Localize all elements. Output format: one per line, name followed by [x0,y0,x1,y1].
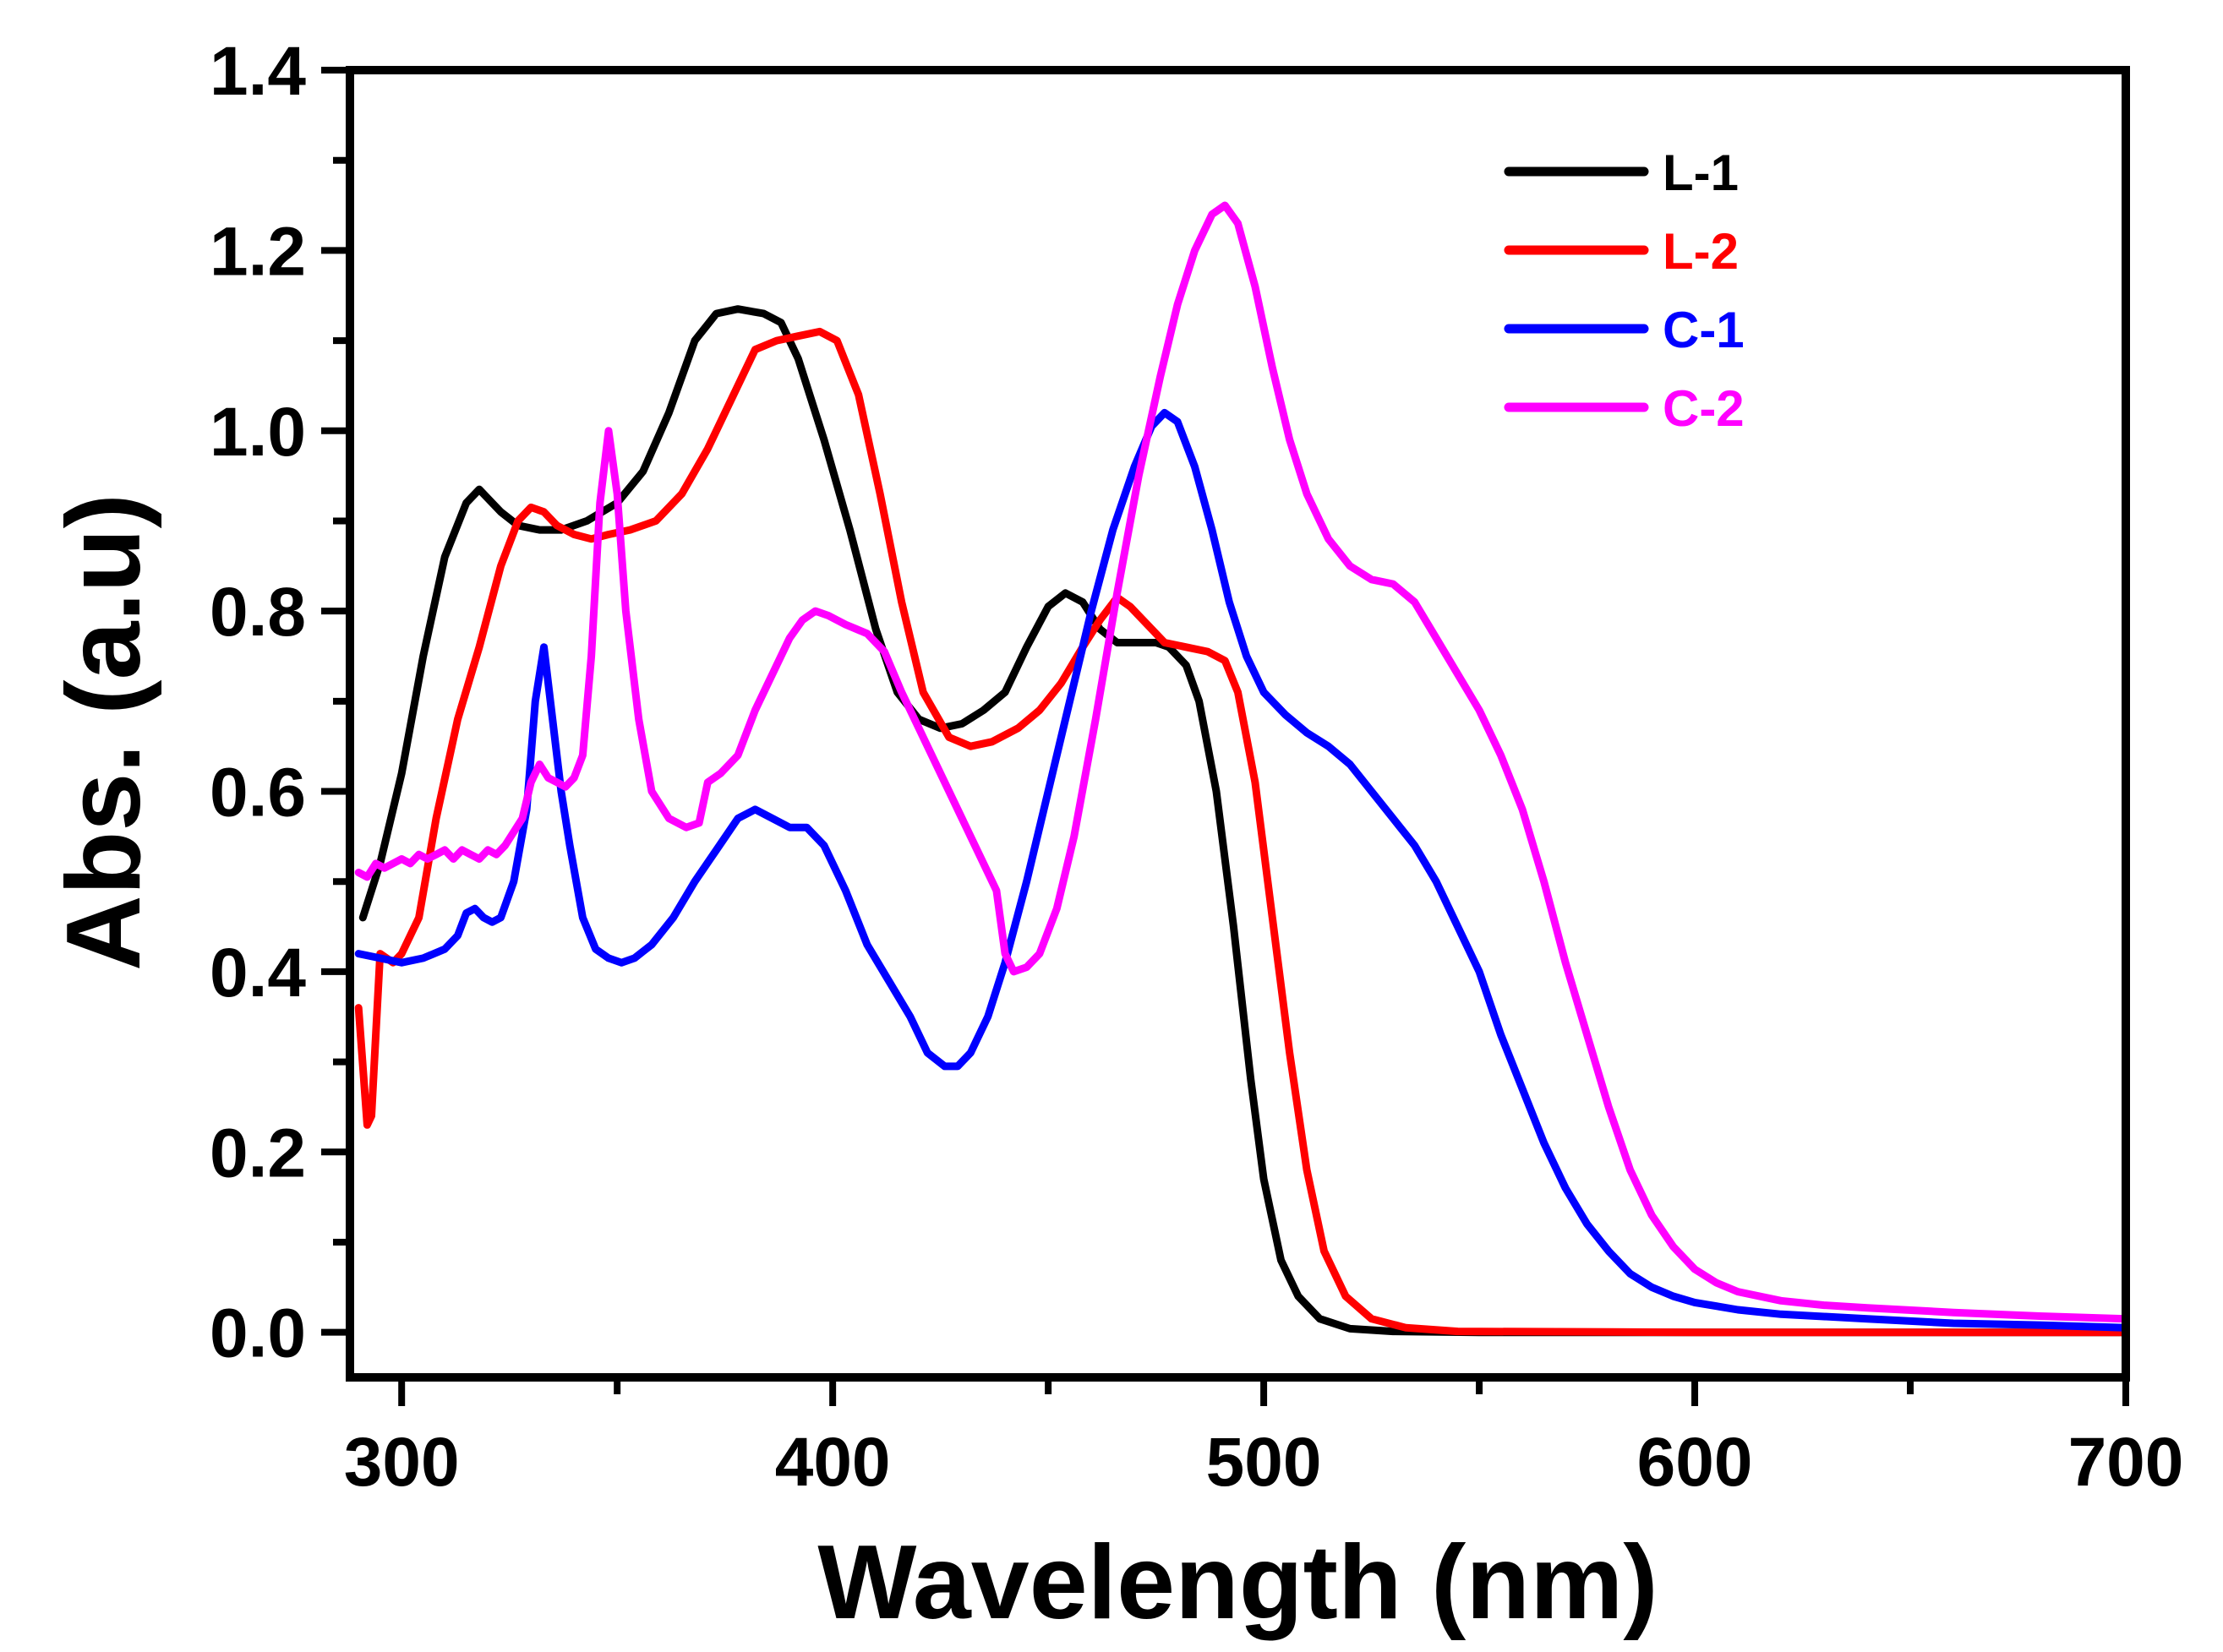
legend-label-c-2: C-2 [1663,380,1745,437]
y-tick-label: 0.4 [210,935,306,1011]
plot-area-frame [346,66,2130,1382]
x-axis-ticks: 300 400 500 600 700 [344,1377,2184,1501]
y-axis-ticks: 0.0 0.2 0.4 0.6 0.8 1.0 1.2 1.4 [210,33,350,1372]
series-lines [354,201,2130,1337]
legend-label-c-1: C-1 [1663,302,1745,358]
x-tick-label: 600 [1637,1424,1753,1501]
legend: L-1 L-2 C-1 C-2 [1504,144,1745,437]
series-line-c-1 [354,408,2130,1332]
x-tick-label: 400 [775,1424,891,1501]
series-line-l-1 [358,305,2130,1337]
x-tick-label: 700 [2068,1424,2184,1501]
y-tick-label: 0.8 [210,574,306,651]
y-tick-label: 0.6 [210,755,306,831]
y-axis-title: Abs. (a.u) [46,493,162,971]
series-line-c-2 [354,201,2130,1323]
x-tick-label: 500 [1206,1424,1322,1501]
x-axis-title: Wavelength (nm) [817,1524,1658,1641]
series-line-l-2 [354,327,2130,1337]
legend-label-l-1: L-1 [1663,144,1739,201]
x-tick-label: 300 [344,1424,460,1501]
y-tick-label: 0.0 [210,1295,306,1372]
y-tick-label: 1.2 [210,213,306,290]
legend-label-l-2: L-2 [1663,223,1739,280]
y-tick-label: 0.2 [210,1115,306,1191]
y-tick-label: 1.0 [210,394,306,471]
y-tick-label: 1.4 [210,33,306,110]
